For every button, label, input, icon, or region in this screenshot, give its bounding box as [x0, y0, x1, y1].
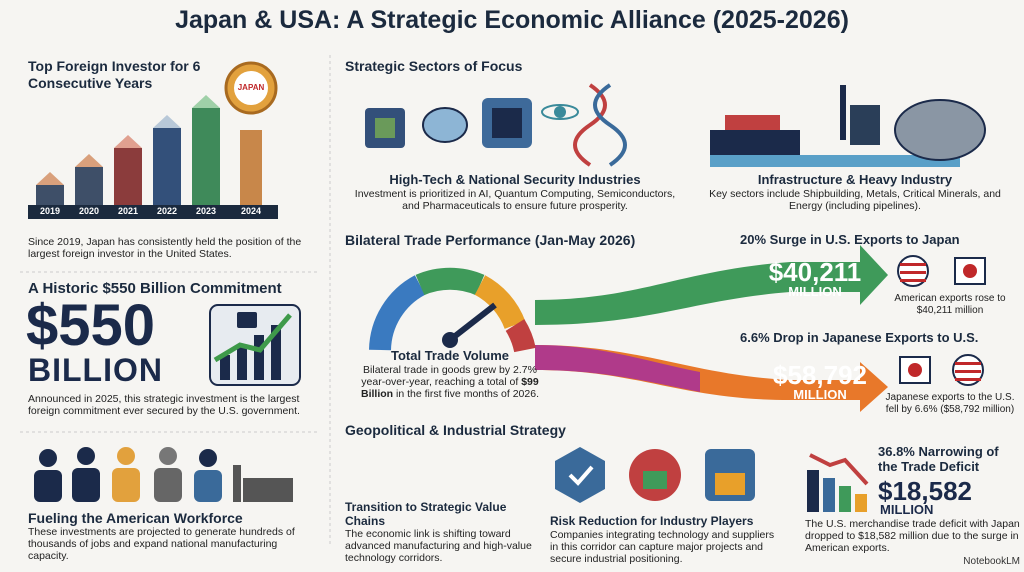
- commitment-heading: A Historic $550 Billion Commitment: [28, 280, 282, 297]
- investor-bars: [28, 61, 278, 219]
- deficit-icon: [807, 453, 869, 512]
- deficit-unit: MILLION: [880, 502, 934, 517]
- us-exports-amount: $40,211: [768, 257, 862, 287]
- commitment-body: Announced in 2025, this strategic invest…: [28, 393, 300, 417]
- jp-exports-unit: MILLION: [793, 387, 847, 402]
- title: Japan & USA: A Strategic Economic Allian…: [175, 6, 849, 34]
- workforce-illustration: [34, 447, 293, 502]
- commitment-unit: BILLION: [28, 352, 163, 388]
- jp-exports-amount: $58,792: [773, 360, 867, 390]
- jp-exports-heading: 6.6% Drop in Japanese Exports to U.S.: [740, 330, 979, 345]
- trade-body-text: Bilateral trade in goods grew by 2.7% ye…: [361, 364, 537, 388]
- investor-heading: Top Foreign Investor for 6 Consecutive Y…: [28, 58, 201, 91]
- trade-heading: Bilateral Trade Performance (Jan-May 202…: [345, 232, 636, 248]
- sectors-icons: [365, 83, 986, 167]
- deficit-body: The U.S. merchandise trade deficit with …: [805, 518, 1020, 554]
- strategy-title: Transition to Strategic Value Chains: [345, 500, 507, 528]
- trade-total: $99 Billion: [360, 376, 539, 400]
- year-label: 2021: [117, 206, 139, 216]
- investor-badge: JAPAN: [237, 83, 265, 92]
- workforce-heading: Fueling the American Workforce: [28, 510, 243, 526]
- sector-title: Infrastructure & Heavy Industry: [757, 172, 953, 187]
- strategy-icons: [555, 447, 755, 503]
- jp-exports-caption: Japanese exports to the U.S. fell by 6.6…: [885, 392, 1015, 415]
- deficit-heading: 36.8% Narrowing of the Trade Deficit: [878, 444, 999, 474]
- year-label: 2022: [156, 206, 178, 216]
- sector-title: High-Tech & National Security Industries: [389, 172, 641, 187]
- deficit-amount: $18,582: [878, 476, 972, 506]
- trade-body: Bilateral trade in goods grew by 2.7% ye…: [350, 364, 550, 400]
- strategy-title: Risk Reduction for Industry Players: [550, 514, 754, 528]
- gauge-title: Total Trade Volume: [391, 348, 509, 363]
- us-exports-caption: American exports rose to $40,211 million: [894, 293, 1006, 316]
- sector-body: Key sectors include Shipbuilding, Metals…: [709, 188, 1001, 212]
- workforce-body: These investments are projected to gener…: [28, 526, 295, 562]
- year-label: 2019: [39, 206, 61, 216]
- strategy-heading: Geopolitical & Industrial Strategy: [345, 422, 566, 438]
- investor-body: Since 2019, Japan has consistently held …: [28, 236, 302, 260]
- growth-icon: [209, 304, 301, 386]
- year-label: 2024: [240, 206, 262, 216]
- strategy-body: The economic link is shifting toward adv…: [345, 528, 532, 564]
- strategy-body: Companies integrating technology and sup…: [550, 529, 775, 565]
- trade-body-text: in the first five months of 2026.: [396, 388, 539, 400]
- us-exports-unit: MILLION: [788, 284, 842, 299]
- year-label: 2020: [78, 206, 100, 216]
- footer-brand: NotebookLM: [963, 556, 1020, 567]
- commitment-amount: $550: [26, 293, 156, 358]
- year-label: 2023: [195, 206, 217, 216]
- sectors-heading: Strategic Sectors of Focus: [345, 58, 523, 74]
- us-exports-heading: 20% Surge in U.S. Exports to Japan: [740, 232, 960, 247]
- sector-body: Investment is prioritized in AI, Quantum…: [354, 188, 676, 212]
